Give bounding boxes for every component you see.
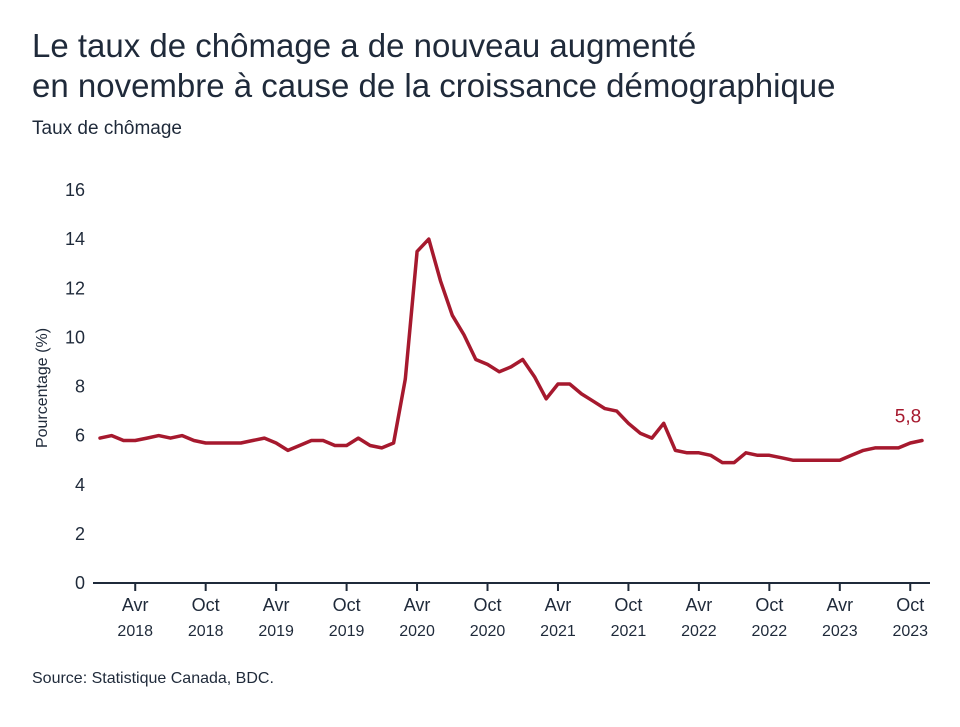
unemployment-rate-line <box>98 237 924 465</box>
x-tick-label-month: Avr <box>826 595 853 615</box>
x-tick-label-month: Avr <box>263 595 290 615</box>
x-tick-label-year: 2019 <box>258 623 294 640</box>
x-tick-label-year: 2023 <box>892 623 928 640</box>
x-tick-label-year: 2018 <box>117 623 153 640</box>
x-tick-label-month: Oct <box>614 595 642 615</box>
y-tick-label: 2 <box>75 524 85 544</box>
x-tick-label-month: Oct <box>333 595 361 615</box>
last-value-label: 5,8 <box>895 407 921 428</box>
x-tick-label-month: Oct <box>755 595 783 615</box>
y-axis-tick-labels: 0 2 4 6 8 10 12 14 16 <box>65 180 85 593</box>
chart-title-line2: en novembre à cause de la croissance dém… <box>32 67 836 104</box>
x-axis-ticks: Avr 2018 Oct 2018 Avr 2019 Oct 2019 Avr 2020 Oct 20… <box>117 583 928 640</box>
y-tick-label: 10 <box>65 327 85 347</box>
chart-title: Le taux de chômage a de nouveau augmenté… <box>32 26 942 106</box>
x-tick-label-year: 2023 <box>822 623 858 640</box>
x-tick-label-month: Oct <box>192 595 220 615</box>
x-tick-label-month: Oct <box>474 595 502 615</box>
y-tick-label: 6 <box>75 426 85 446</box>
x-tick-label-month: Avr <box>545 595 572 615</box>
chart-subtitle: Taux de chômage <box>32 118 182 139</box>
y-tick-label: 0 <box>75 573 85 593</box>
y-tick-label: 4 <box>75 475 85 495</box>
x-tick-label-year: 2020 <box>399 623 435 640</box>
x-tick-label-year: 2020 <box>470 623 506 640</box>
x-tick-label-month: Avr <box>122 595 149 615</box>
x-tick-label-year: 2018 <box>188 623 224 640</box>
chart-title-line1: Le taux de chômage a de nouveau augmenté <box>32 27 697 64</box>
x-tick-label-month: Avr <box>404 595 431 615</box>
x-tick-label-year: 2022 <box>681 623 717 640</box>
y-tick-label: 14 <box>65 229 85 249</box>
source-note: Source: Statistique Canada, BDC. <box>32 670 274 687</box>
x-tick-label-month: Avr <box>686 595 713 615</box>
x-tick-label-year: 2021 <box>540 623 576 640</box>
y-tick-label: 8 <box>75 377 85 397</box>
x-tick-label-year: 2019 <box>329 623 365 640</box>
y-tick-label: 16 <box>65 180 85 200</box>
x-tick-label-year: 2021 <box>611 623 647 640</box>
y-tick-label: 12 <box>65 278 85 298</box>
y-axis-title: Pourcentage (%) <box>34 328 51 448</box>
x-tick-label-year: 2022 <box>752 623 788 640</box>
x-tick-label-month: Oct <box>896 595 924 615</box>
